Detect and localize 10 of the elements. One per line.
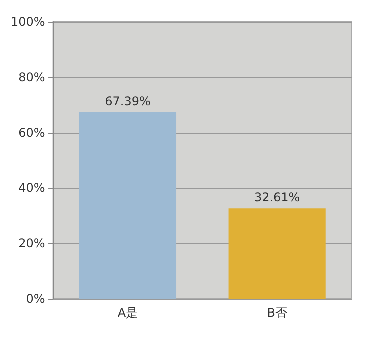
- y-tick-label: 20%: [18, 236, 46, 251]
- y-tick-label: 80%: [18, 70, 46, 84]
- data-label: 32.61%: [254, 190, 300, 205]
- x-tick-label: B否: [267, 306, 288, 320]
- y-tick-label: 60%: [18, 126, 46, 140]
- y-tick-label: 0%: [26, 292, 46, 306]
- y-tick-label: 40%: [18, 181, 46, 196]
- x-tick-label: A是: [118, 306, 138, 320]
- data-label: 67.39%: [105, 94, 151, 108]
- y-tick-label: 100%: [10, 15, 46, 29]
